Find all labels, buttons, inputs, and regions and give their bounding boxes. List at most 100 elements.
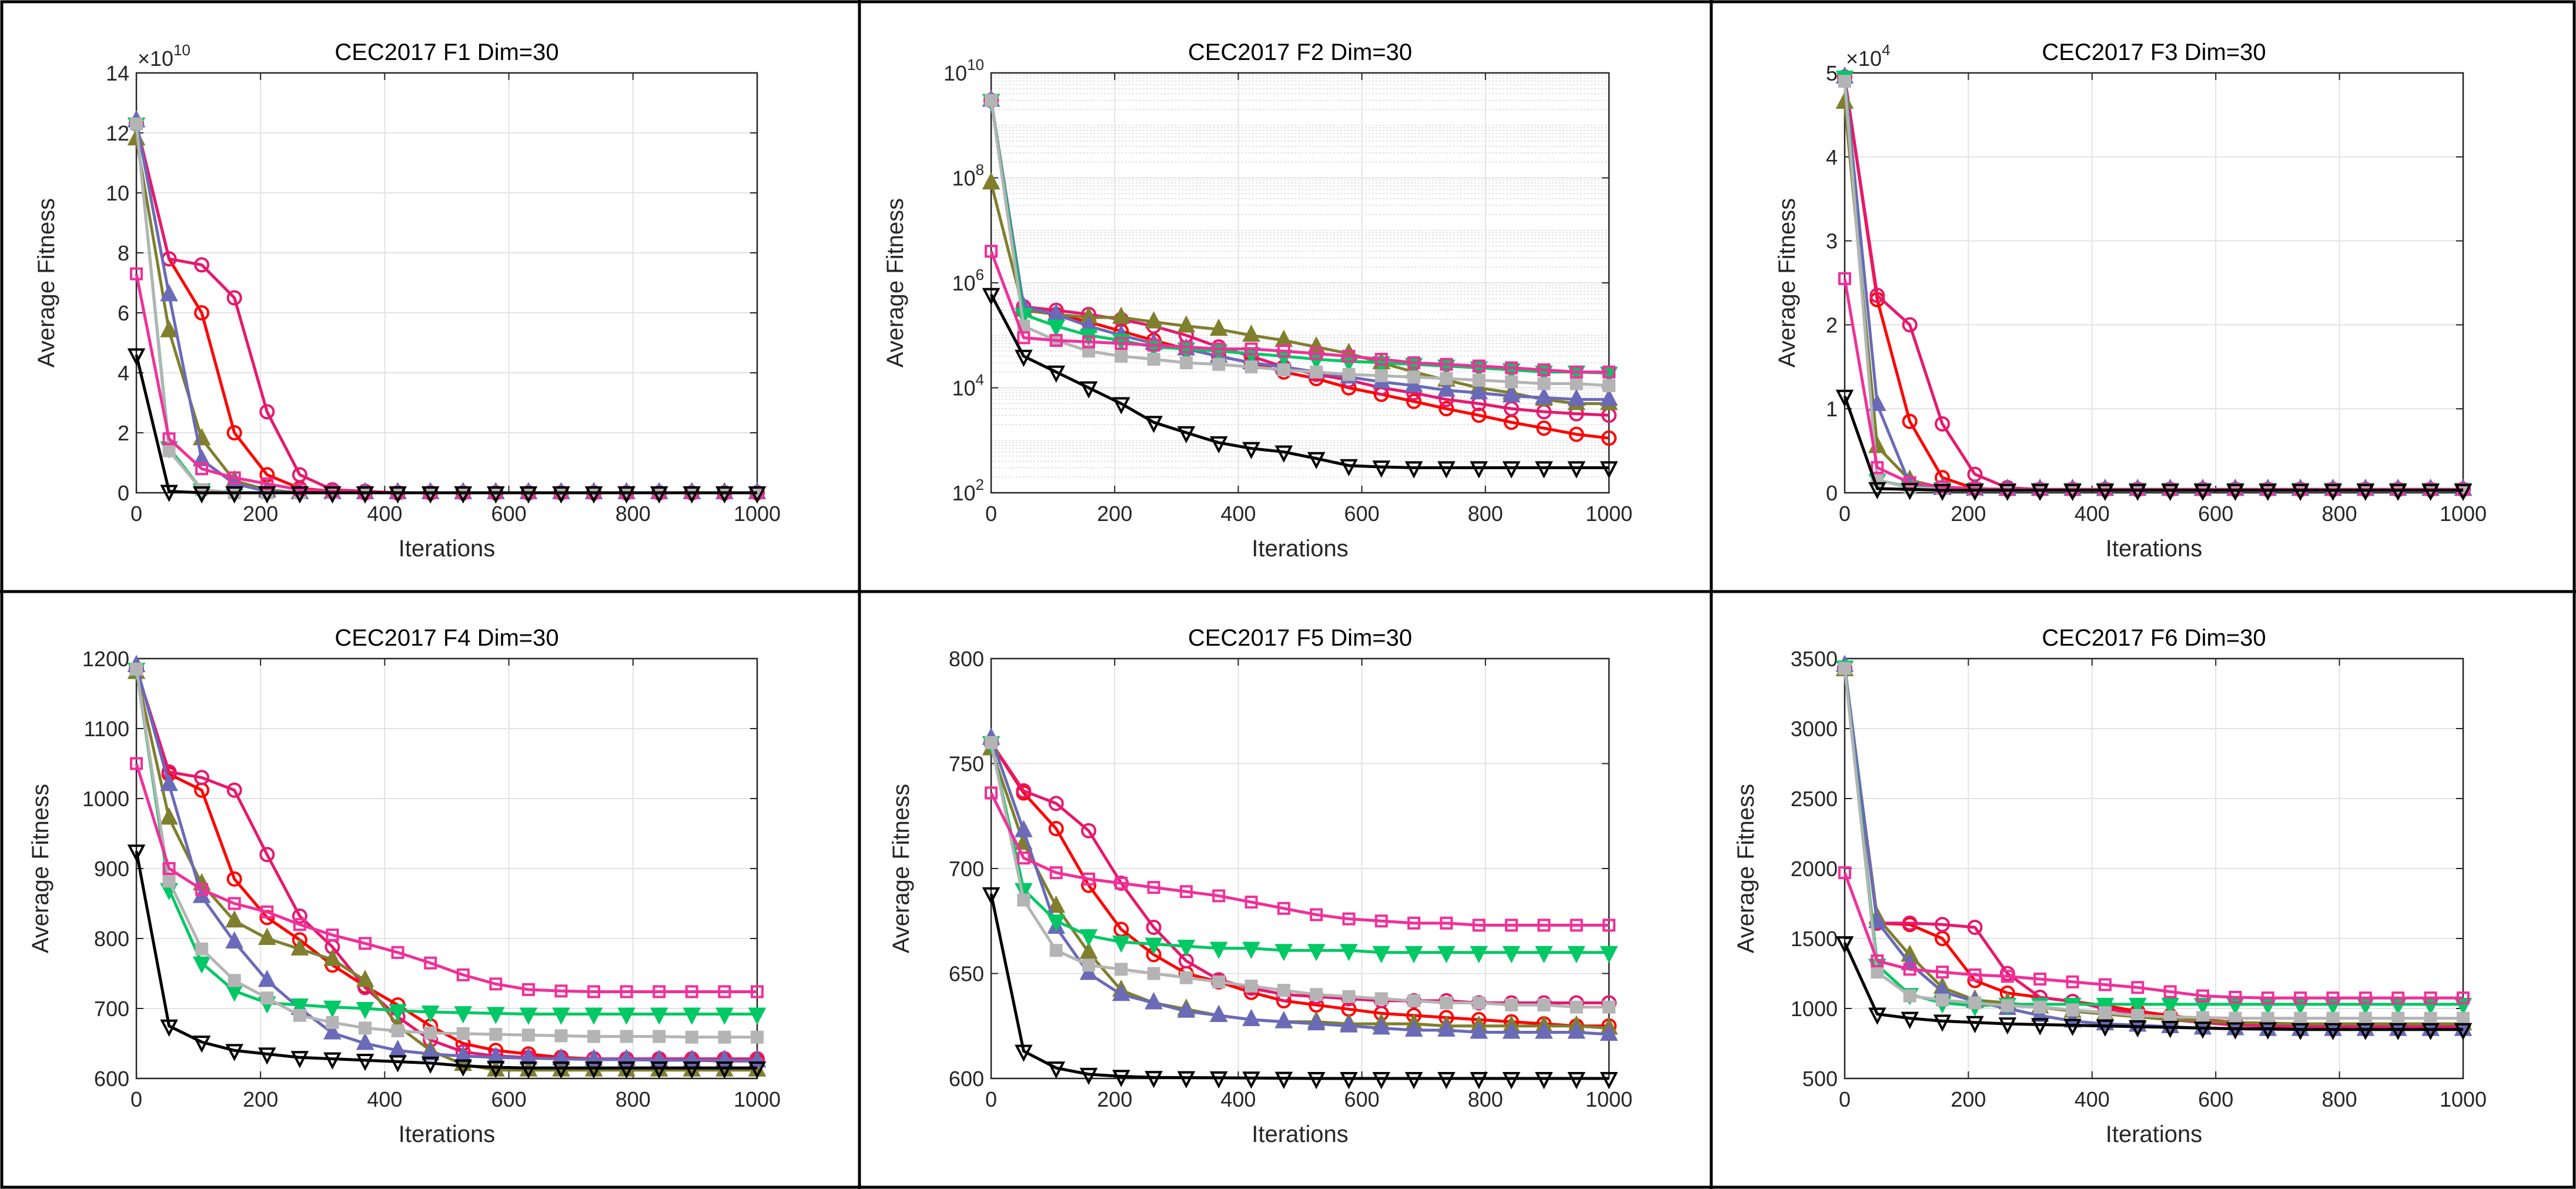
data-point-square <box>1838 866 1851 880</box>
data-point-square <box>1147 967 1160 980</box>
data-point-triangle-down <box>2421 483 2440 502</box>
data-point-triangle-down <box>584 486 603 504</box>
data-point-triangle-up <box>1567 388 1585 406</box>
x-tick-label: 800 <box>2322 502 2357 526</box>
series-line <box>135 669 757 1063</box>
data-point-square <box>2131 1008 2145 1022</box>
data-point-triangle-up <box>1437 1019 1456 1037</box>
data-point-square <box>195 883 209 896</box>
data-point-triangle-down <box>1112 935 1130 953</box>
x-tick-label: 0 <box>131 502 142 526</box>
data-point-square <box>2033 973 2047 986</box>
series-6 <box>985 736 1615 1014</box>
data-point-triangle-down <box>519 1061 538 1079</box>
data-point-square <box>2326 991 2340 1005</box>
series-8 <box>1835 389 2473 502</box>
data-point-square <box>1342 368 1356 381</box>
data-point-square <box>2294 991 2307 1005</box>
data-point-triangle-down <box>1372 1072 1391 1090</box>
data-point-square <box>1537 377 1551 390</box>
data-point-square <box>1179 885 1193 899</box>
data-point-triangle-down <box>1535 1072 1553 1090</box>
data-point-triangle-down <box>2324 483 2342 502</box>
data-point-square <box>1342 912 1356 926</box>
data-point-square <box>1115 349 1128 363</box>
y-tick-base: 10 <box>952 271 975 295</box>
data-point-square <box>2098 1006 2112 1020</box>
data-point-square <box>1570 919 1583 932</box>
data-point-circle <box>194 305 210 320</box>
x-tick-label: 200 <box>1951 502 1986 526</box>
y-tick-exponent: 2 <box>976 476 984 493</box>
data-point-square <box>130 757 143 770</box>
data-point-square <box>1310 988 1323 1001</box>
data-point-square <box>1603 365 1615 379</box>
data-point-square <box>456 968 470 981</box>
data-point-triangle-up <box>258 927 276 945</box>
data-point-square <box>1147 881 1160 894</box>
x-tick-label: 1000 <box>1585 502 1632 526</box>
data-point-square <box>1115 963 1128 976</box>
data-point-square <box>1603 379 1615 392</box>
data-point-triangle-up <box>1177 1000 1196 1018</box>
y-tick-label: 106 <box>952 266 984 295</box>
data-point-square <box>1603 919 1615 932</box>
data-point-triangle-down <box>1047 365 1065 383</box>
x-tick-label: 200 <box>243 502 278 526</box>
data-point-triangle-down <box>1998 483 2017 502</box>
series-8 <box>127 844 767 1079</box>
axes-box <box>990 72 1610 494</box>
data-point-triangle-down <box>617 486 635 504</box>
y-tick-label: 0 <box>1826 481 1838 505</box>
x-tick-label: 400 <box>1220 502 1256 526</box>
y-tick-label: 102 <box>952 476 984 505</box>
x-axis-label: Iterations <box>399 1121 496 1147</box>
data-point-circle <box>292 908 307 924</box>
data-point-triangle-down <box>2096 1019 2115 1037</box>
series-7 <box>130 757 764 998</box>
data-point-square <box>1505 998 1518 1012</box>
data-point-square <box>2424 991 2437 1005</box>
data-point-triangle-up <box>1177 315 1196 333</box>
data-point-triangle-down <box>1307 452 1326 470</box>
data-point-triangle-down <box>1502 1072 1521 1090</box>
y-tick-label: 1 <box>1826 397 1838 421</box>
data-point-triangle-down <box>1901 483 1919 500</box>
data-point-triangle-down <box>748 486 767 504</box>
data-point-triangle-down <box>2161 997 2179 1016</box>
data-point-triangle-down <box>1242 1071 1260 1089</box>
data-point-square <box>1440 916 1453 930</box>
data-point-square <box>1570 365 1583 379</box>
data-point-square <box>1537 919 1551 932</box>
series-6 <box>130 117 764 499</box>
data-point-square <box>685 1030 698 1044</box>
data-point-triangle-down <box>290 1051 309 1068</box>
data-point-triangle-down <box>1933 1014 1952 1032</box>
series-3 <box>982 172 1618 410</box>
data-point-triangle-down <box>1567 946 1585 964</box>
data-point-square <box>1179 971 1193 984</box>
data-point-triangle-up <box>323 948 342 966</box>
data-point-triangle-down <box>650 1061 668 1079</box>
series-3 <box>127 128 767 499</box>
data-point-square <box>293 1008 306 1022</box>
y-tick-label: 14 <box>106 61 129 85</box>
data-point-square <box>554 984 568 998</box>
x-tick-label: 1000 <box>2440 502 2487 526</box>
y-axis-multiplier: ×104 <box>1846 41 1891 71</box>
y-tick-label: 2000 <box>1791 857 1838 881</box>
data-point-circle <box>226 425 242 440</box>
data-point-square <box>1968 968 1982 981</box>
data-point-circle <box>194 257 210 273</box>
data-point-triangle-up <box>225 931 244 948</box>
data-point-triangle-up <box>1145 992 1163 1010</box>
data-point-square <box>1472 373 1486 387</box>
data-point-triangle-up <box>1340 1015 1358 1033</box>
data-point-square <box>2391 991 2405 1005</box>
data-point-triangle-down <box>1502 946 1521 964</box>
data-point-square <box>521 1028 535 1042</box>
